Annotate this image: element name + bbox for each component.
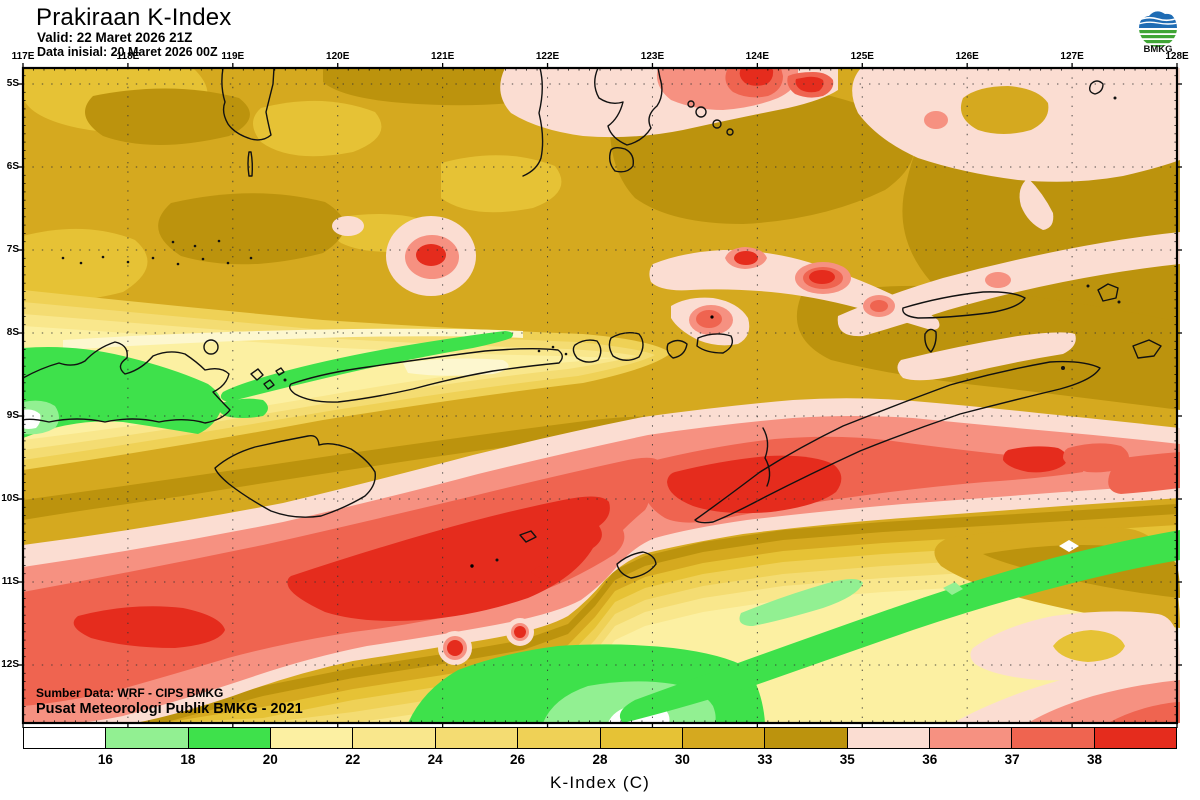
map-border (21, 66, 1179, 725)
initial-time-text: Data inisial: 20 Maret 2026 00Z (37, 45, 218, 59)
colorbar-title: K-Index (C) (549, 773, 651, 792)
attribution-office: Pusat Meteorologi Publik BMKG - 2021 (36, 700, 303, 717)
colorbar-tick-label: 22 (345, 752, 361, 767)
top-axis-label: 123E (640, 51, 665, 62)
colorbar-tick-label: 24 (427, 752, 443, 767)
colorbar-tick-label: 26 (510, 752, 526, 767)
colorbar-cell (681, 728, 765, 748)
left-axis-label: 9S (6, 410, 19, 421)
left-axis-label: 7S (6, 244, 19, 255)
bmkg-logo-label: BMKG (1143, 44, 1173, 55)
top-axis-label: 128E (1165, 51, 1189, 62)
attribution-source: Sumber Data: WRF - CIPS BMKG (36, 686, 224, 700)
attribution: Sumber Data: WRF - CIPS BMKG Pusat Meteo… (36, 686, 303, 717)
colorbar-tick-label: 16 (97, 752, 113, 767)
colorbar-cell (928, 728, 1012, 748)
colorbar-tick-label: 37 (1004, 752, 1020, 767)
coastlines (22, 67, 1162, 579)
top-axis-label: 125E (850, 51, 874, 62)
bmkg-logo-icon (1139, 9, 1177, 47)
colorbar-cell (434, 728, 518, 748)
colorbar-cell (1093, 728, 1177, 748)
colorbar-cell (105, 728, 188, 748)
colorbar-tick-label: 36 (922, 752, 938, 767)
small-island-dots (61, 96, 1121, 562)
colorbar-cell (1011, 728, 1094, 748)
left-axis-label: 6S (6, 161, 19, 172)
top-axis-label: 121E (430, 51, 455, 62)
colorbar-tick-label: 30 (674, 752, 690, 767)
pink-blobs-bottom-right (953, 611, 1180, 723)
colorbar-cell (270, 728, 353, 748)
top-axis-label: 124E (745, 51, 770, 62)
colorbar-cell (24, 728, 106, 748)
map-canvas (18, 63, 1182, 728)
colorbar-tick-label: 28 (592, 752, 608, 767)
left-axis-label: 10S (1, 493, 19, 504)
colorbar-tick-label: 35 (839, 752, 855, 767)
colorbar-cell (599, 728, 682, 748)
top-axis-label: 126E (955, 51, 979, 62)
top-axis-label: 122E (535, 51, 560, 62)
colorbar-cell (764, 728, 847, 748)
left-axis-label: 8S (6, 327, 19, 338)
red-band-southwest (23, 398, 1180, 724)
south-gradient-bands (23, 504, 1177, 723)
left-axis-label: 5S (6, 78, 19, 89)
colorbar-cell (187, 728, 271, 748)
colorbar-tick-label: 38 (1087, 752, 1103, 767)
page-title: Prakiraan K-Index (36, 4, 232, 31)
colorbar-cell (517, 728, 600, 748)
left-axis-label: 12S (1, 659, 19, 670)
valid-time-text: Valid: 22 Maret 2026 21Z (37, 30, 193, 45)
grid-lines (23, 68, 1177, 723)
pink-cluster-northeast (332, 68, 1180, 381)
top-axis-label: 119E (221, 51, 245, 62)
colorbar-tick-label: 18 (180, 752, 196, 767)
colorbar (23, 727, 1177, 749)
top-axis-label: 118E (116, 51, 140, 62)
colorbar-cell (352, 728, 435, 748)
colorbar-cell (846, 728, 929, 748)
top-axis-label: 117E (11, 51, 35, 62)
left-axis-label: 11S (1, 576, 19, 587)
top-axis-label: 127E (1060, 51, 1084, 62)
colorbar-tick-label: 20 (262, 752, 278, 767)
colorbar-tick-label: 33 (757, 752, 773, 767)
top-axis-label: 120E (326, 51, 350, 62)
